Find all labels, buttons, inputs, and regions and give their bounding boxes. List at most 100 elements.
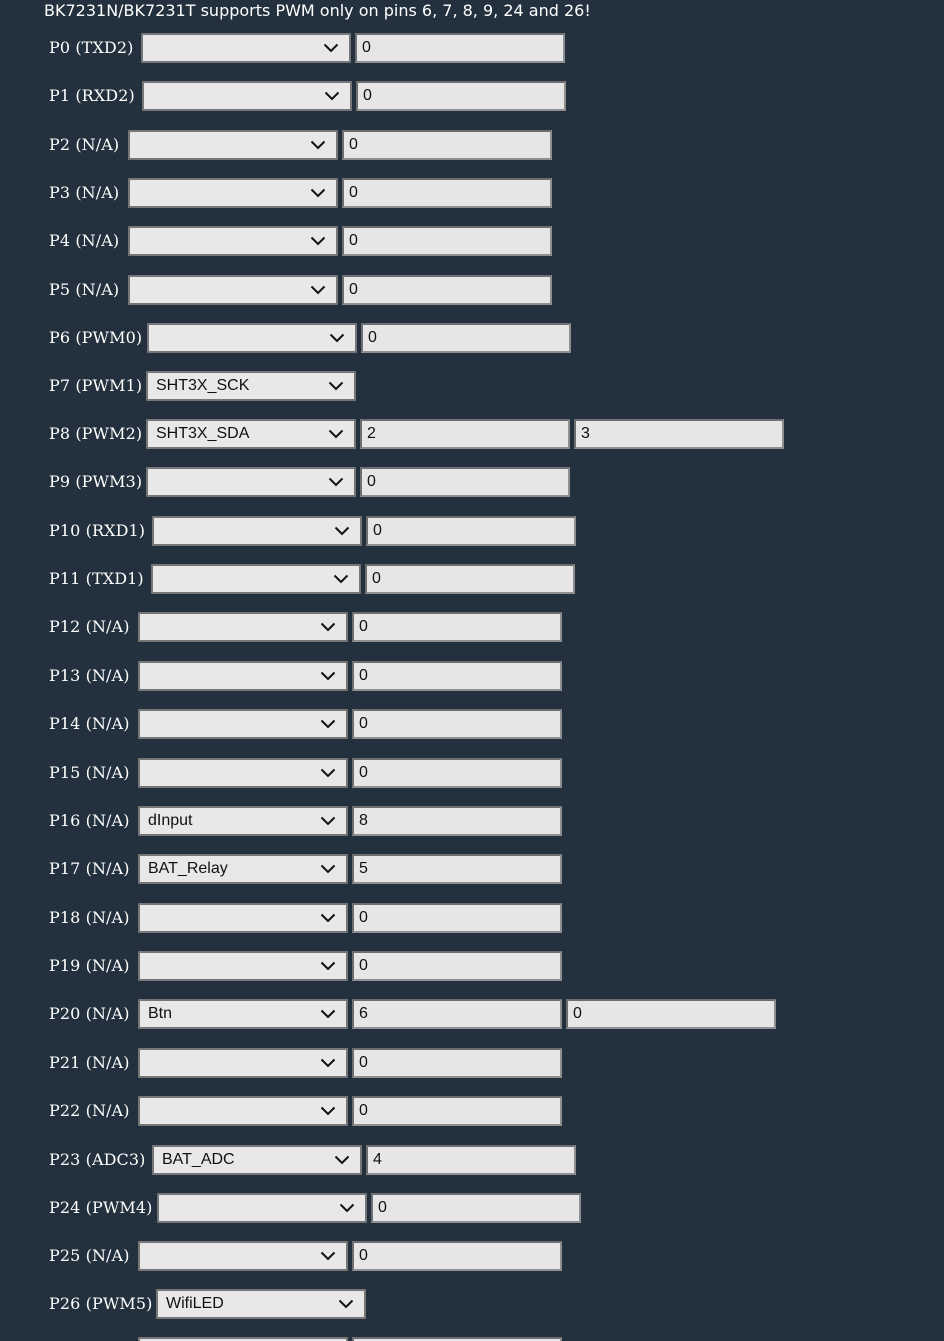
chevron-down-icon (320, 1251, 336, 1261)
pin-role-select[interactable] (138, 1337, 348, 1341)
pin-channel-input[interactable] (352, 661, 562, 691)
pin-role-select[interactable] (128, 226, 338, 256)
pin-role-select[interactable] (142, 81, 352, 111)
pin-row: P9 (PWM3) (0, 467, 944, 497)
pin-channel-input[interactable] (342, 130, 552, 160)
chevron-down-icon (310, 285, 326, 295)
chevron-down-icon (320, 671, 336, 681)
pin-channel-input[interactable] (352, 1048, 562, 1078)
pin-role-select[interactable]: SHT3X_SCK (146, 371, 356, 401)
pin-channel-input[interactable] (342, 275, 552, 305)
pin-label: P18 (N/A) (49, 908, 130, 927)
pin-channel-input[interactable] (342, 226, 552, 256)
pin-channel-input[interactable] (352, 1096, 562, 1126)
pin-label: P12 (N/A) (49, 617, 130, 636)
pin-channel-input[interactable] (352, 1337, 562, 1341)
chevron-down-icon (320, 1009, 336, 1019)
pin-role-select[interactable] (151, 564, 361, 594)
pin-label: P0 (TXD2) (49, 38, 134, 57)
pin-role-select[interactable] (128, 130, 338, 160)
chevron-down-icon (334, 1155, 350, 1165)
pin-role-select[interactable] (128, 178, 338, 208)
pin-channel-input[interactable] (365, 564, 575, 594)
pin-label: P20 (N/A) (49, 1004, 130, 1023)
chevron-down-icon (339, 1203, 355, 1213)
pin-role-select[interactable] (138, 612, 348, 642)
pin-channel-input[interactable] (352, 951, 562, 981)
chevron-down-icon (310, 140, 326, 150)
pin-role-value: SHT3X_SCK (156, 377, 250, 394)
pin-role-value: Btn (148, 1005, 173, 1022)
pin-role-select[interactable] (138, 661, 348, 691)
chevron-down-icon (320, 961, 336, 971)
pin-role-select[interactable]: SHT3X_SDA (146, 419, 356, 449)
pin-role-select[interactable]: BAT_ADC (152, 1145, 362, 1175)
pin-role-select[interactable] (141, 33, 351, 63)
pin-role-select[interactable] (146, 467, 356, 497)
chevron-down-icon (310, 236, 326, 246)
pin-role-select[interactable] (157, 1193, 367, 1223)
pin-label: P13 (N/A) (49, 666, 130, 685)
pin-row: P23 (ADC3) BAT_ADC (0, 1145, 944, 1175)
pin-label: P22 (N/A) (49, 1101, 130, 1120)
pin-label: P7 (PWM1) (49, 376, 143, 395)
pin-role-select[interactable] (147, 323, 357, 353)
pin-channel-input[interactable] (366, 1145, 576, 1175)
pin-role-select[interactable] (138, 1048, 348, 1078)
pin-channel-input[interactable] (355, 33, 565, 63)
pin-channel-input[interactable] (361, 323, 571, 353)
pin-row: P7 (PWM1) SHT3X_SCK (0, 371, 944, 401)
pwm-support-notice: BK7231N/BK7231T supports PWM only on pin… (44, 1, 591, 20)
pin-role-select[interactable] (138, 903, 348, 933)
chevron-down-icon (338, 1299, 354, 1309)
pin-channel-input[interactable] (371, 1193, 581, 1223)
pin-role-select[interactable] (138, 709, 348, 739)
pin-label: P14 (N/A) (49, 714, 130, 733)
pin-channel2-input[interactable] (574, 419, 784, 449)
pin-role-select[interactable] (152, 516, 362, 546)
pin-channel2-input[interactable] (566, 999, 776, 1029)
pin-channel-input[interactable] (352, 758, 562, 788)
pin-row: P8 (PWM2) SHT3X_SDA (0, 419, 944, 449)
pin-role-select[interactable] (138, 1241, 348, 1271)
pin-role-select[interactable] (128, 275, 338, 305)
pin-row: P20 (N/A) Btn (0, 999, 944, 1029)
pin-role-select[interactable] (138, 758, 348, 788)
pin-channel-input[interactable] (352, 1241, 562, 1271)
pin-role-value: BAT_ADC (162, 1151, 235, 1168)
pin-channel-input[interactable] (356, 81, 566, 111)
pin-channel-input[interactable] (352, 612, 562, 642)
pin-channel-input[interactable] (366, 516, 576, 546)
chevron-down-icon (333, 574, 349, 584)
pin-role-select[interactable]: BAT_Relay (138, 854, 348, 884)
pin-role-value: WifiLED (166, 1295, 224, 1312)
pin-role-select[interactable]: WifiLED (156, 1289, 366, 1319)
pin-channel-input[interactable] (342, 178, 552, 208)
chevron-down-icon (320, 1106, 336, 1116)
chevron-down-icon (320, 719, 336, 729)
pin-channel-input[interactable] (360, 467, 570, 497)
pin-label: P9 (PWM3) (49, 472, 143, 491)
pin-row: P2 (N/A) (0, 130, 944, 160)
pin-channel-input[interactable] (352, 709, 562, 739)
pin-channel-input[interactable] (352, 806, 562, 836)
pin-channel-input[interactable] (360, 419, 570, 449)
pin-channel-input[interactable] (352, 999, 562, 1029)
pin-row: P13 (N/A) (0, 661, 944, 691)
pin-role-select[interactable] (138, 951, 348, 981)
pin-label: P1 (RXD2) (49, 86, 135, 105)
chevron-down-icon (328, 381, 344, 391)
chevron-down-icon (320, 1058, 336, 1068)
pin-label: P17 (N/A) (49, 859, 130, 878)
pin-role-select[interactable] (138, 1096, 348, 1126)
pin-channel-input[interactable] (352, 854, 562, 884)
pin-role-select[interactable]: dInput (138, 806, 348, 836)
pin-role-select[interactable]: Btn (138, 999, 348, 1029)
pin-row: P19 (N/A) (0, 951, 944, 981)
pin-row: P10 (RXD1) (0, 516, 944, 546)
chevron-down-icon (320, 864, 336, 874)
pin-channel-input[interactable] (352, 903, 562, 933)
pin-row: P24 (PWM4) (0, 1193, 944, 1223)
pin-label: P8 (PWM2) (49, 424, 143, 443)
chevron-down-icon (320, 768, 336, 778)
